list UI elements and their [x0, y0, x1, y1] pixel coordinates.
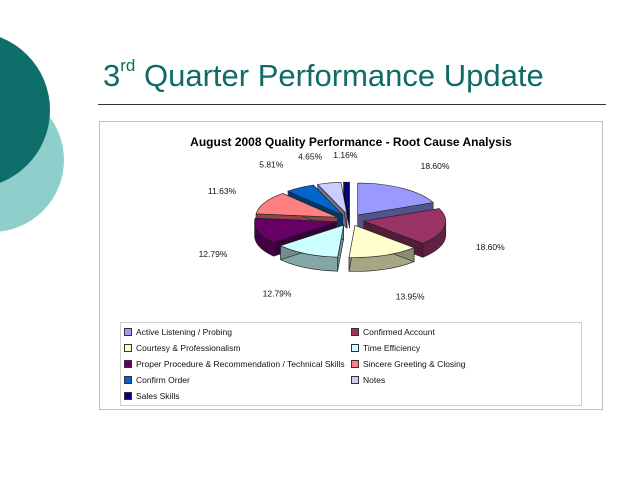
- legend-item: Proper Procedure & Recommendation / Tech…: [124, 359, 345, 369]
- legend-swatch: [351, 344, 359, 352]
- dark-teal-circle: [0, 37, 50, 183]
- pie-slice-top: [255, 193, 338, 218]
- pie-slice-top: [343, 181, 350, 215]
- pie-slice: [343, 181, 350, 229]
- pie-slice-top: [362, 208, 446, 244]
- legend-swatch: [124, 344, 132, 352]
- legend-item: Sales Skills: [124, 391, 179, 401]
- data-label: 12.79%: [199, 249, 228, 259]
- pie-slice-top: [279, 224, 344, 258]
- legend-item: Sincere Greeting & Closing: [351, 359, 466, 369]
- legend-swatch: [124, 360, 132, 368]
- data-label: 1.16%: [333, 150, 358, 160]
- legend-label: Sales Skills: [136, 391, 180, 401]
- data-label: 5.81%: [259, 160, 284, 170]
- legend-label: Active Listening / Probing: [136, 327, 232, 337]
- legend-label: Courtesy & Professionalism: [136, 343, 241, 353]
- title-superscript: rd: [120, 56, 136, 75]
- legend-label: Confirmed Account: [363, 327, 435, 337]
- pie-slice-top: [317, 182, 348, 216]
- chart-title: August 2008 Quality Performance - Root C…: [190, 135, 512, 149]
- chart-frame: August 2008 Quality Performance - Root C…: [99, 121, 603, 410]
- slide-title: 3rd Quarter Performance Update: [103, 56, 544, 94]
- data-label: 11.63%: [208, 186, 237, 196]
- chart-legend: Active Listening / Probing Confirmed Acco…: [120, 322, 582, 406]
- legend-swatch: [124, 376, 132, 384]
- legend-swatch: [124, 328, 132, 336]
- decorative-circles: [0, 37, 64, 232]
- title-rest: Quarter Performance Update: [135, 58, 544, 93]
- legend-item: Active Listening / Probing: [124, 327, 232, 337]
- data-label: 18.60%: [476, 242, 505, 252]
- pie-slice: [279, 224, 344, 272]
- legend-item: Confirm Order: [124, 375, 190, 385]
- data-label: 4.65%: [298, 152, 323, 162]
- legend-label: Confirm Order: [136, 375, 190, 385]
- legend-swatch: [351, 328, 359, 336]
- legend-swatch: [124, 392, 132, 400]
- legend-item: Courtesy & Professionalism: [124, 343, 240, 353]
- legend-label: Time Efficiency: [363, 343, 421, 353]
- pie-slice: [348, 225, 415, 272]
- data-label: 18.60%: [421, 161, 450, 171]
- pie-chart: 18.60% 18.60% 13.95% 12.79% 12.79% 11.63% 5.81…: [199, 150, 506, 302]
- data-label: 13.95%: [396, 292, 425, 302]
- pie-slice-top: [348, 225, 415, 258]
- legend-label: Sincere Greeting & Closing: [363, 359, 466, 369]
- legend-label: Proper Procedure & Recommendation / Tech…: [136, 359, 345, 369]
- legend-label: Notes: [363, 375, 386, 385]
- pie-slice-top: [357, 182, 434, 216]
- legend-item: Time Efficiency: [351, 343, 420, 353]
- data-label: 12.79%: [263, 289, 292, 299]
- legend-item: Confirmed Account: [351, 327, 435, 337]
- legend-swatch: [351, 376, 359, 384]
- title-prefix: 3: [103, 58, 121, 93]
- title-underline: [98, 104, 606, 105]
- pie-slice-top: [254, 217, 337, 243]
- pie-slice-top: [287, 184, 343, 216]
- legend-item: Notes: [351, 375, 385, 385]
- legend-swatch: [351, 360, 359, 368]
